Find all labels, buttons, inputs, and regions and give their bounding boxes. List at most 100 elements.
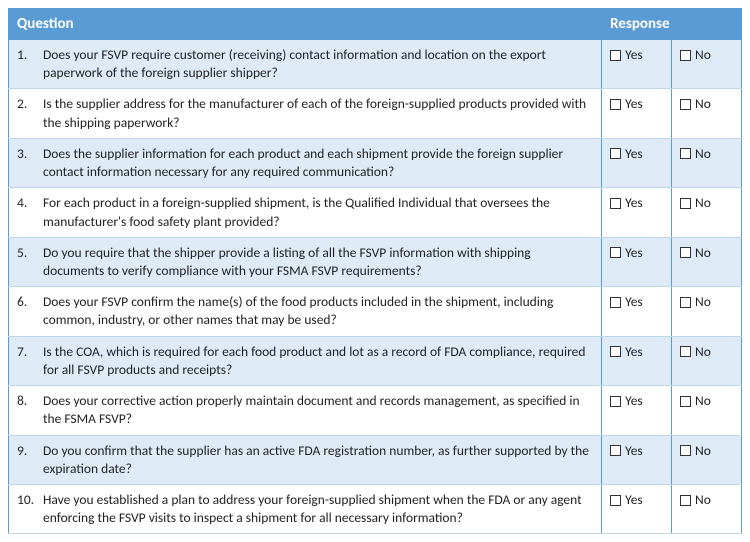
question-number: 5. bbox=[17, 244, 43, 280]
table-row: 1.Does your FSVP require customer (recei… bbox=[9, 40, 742, 89]
yes-checkbox[interactable]: Yes bbox=[610, 343, 643, 361]
question-number: 8. bbox=[17, 392, 43, 428]
yes-checkbox[interactable]: Yes bbox=[610, 145, 643, 163]
fsvp-questionnaire-table: Question Response 1.Does your FSVP requi… bbox=[8, 8, 742, 534]
question-text: Do you require that the shipper provide … bbox=[43, 244, 593, 280]
response-no-cell: No bbox=[672, 484, 742, 533]
no-checkbox[interactable]: No bbox=[680, 194, 711, 212]
no-label: No bbox=[695, 293, 711, 311]
no-label: No bbox=[695, 95, 711, 113]
question-number: 2. bbox=[17, 95, 43, 131]
checkbox-icon bbox=[680, 495, 691, 506]
question-number: 7. bbox=[17, 343, 43, 379]
question-cell: 10.Have you established a plan to addres… bbox=[9, 484, 602, 533]
no-label: No bbox=[695, 491, 711, 509]
response-yes-cell: Yes bbox=[602, 287, 672, 336]
question-number: 6. bbox=[17, 293, 43, 329]
question-number: 9. bbox=[17, 442, 43, 478]
question-text: Is the supplier address for the manufact… bbox=[43, 95, 593, 131]
question-number: 10. bbox=[17, 491, 43, 527]
question-text: Have you established a plan to address y… bbox=[43, 491, 593, 527]
question-number: 4. bbox=[17, 194, 43, 230]
yes-label: Yes bbox=[625, 244, 643, 262]
response-yes-cell: Yes bbox=[602, 435, 672, 484]
question-text: Does your FSVP require customer (receivi… bbox=[43, 46, 593, 82]
yes-checkbox[interactable]: Yes bbox=[610, 491, 643, 509]
table-row: 10.Have you established a plan to addres… bbox=[9, 484, 742, 533]
question-cell: 1.Does your FSVP require customer (recei… bbox=[9, 40, 602, 89]
table-row: 9.Do you confirm that the supplier has a… bbox=[9, 435, 742, 484]
response-yes-cell: Yes bbox=[602, 188, 672, 237]
checkbox-icon bbox=[680, 50, 691, 61]
table-row: 8.Does your corrective action properly m… bbox=[9, 386, 742, 435]
no-checkbox[interactable]: No bbox=[680, 95, 711, 113]
question-text: Does the supplier information for each p… bbox=[43, 145, 593, 181]
checkbox-icon bbox=[680, 99, 691, 110]
table-header-row: Question Response bbox=[9, 9, 742, 40]
yes-label: Yes bbox=[625, 392, 643, 410]
response-yes-cell: Yes bbox=[602, 237, 672, 286]
response-yes-cell: Yes bbox=[602, 138, 672, 187]
no-checkbox[interactable]: No bbox=[680, 244, 711, 262]
no-checkbox[interactable]: No bbox=[680, 293, 711, 311]
response-no-cell: No bbox=[672, 40, 742, 89]
question-cell: 6.Does your FSVP confirm the name(s) of … bbox=[9, 287, 602, 336]
no-checkbox[interactable]: No bbox=[680, 145, 711, 163]
checkbox-icon bbox=[610, 99, 621, 110]
table-row: 4.For each product in a foreign-supplied… bbox=[9, 188, 742, 237]
response-yes-cell: Yes bbox=[602, 336, 672, 385]
response-no-cell: No bbox=[672, 287, 742, 336]
no-checkbox[interactable]: No bbox=[680, 491, 711, 509]
response-no-cell: No bbox=[672, 237, 742, 286]
no-label: No bbox=[695, 343, 711, 361]
no-label: No bbox=[695, 46, 711, 64]
response-no-cell: No bbox=[672, 188, 742, 237]
checkbox-icon bbox=[610, 148, 621, 159]
question-cell: 7.Is the COA, which is required for each… bbox=[9, 336, 602, 385]
checkbox-icon bbox=[610, 396, 621, 407]
question-cell: 2.Is the supplier address for the manufa… bbox=[9, 89, 602, 138]
response-no-cell: No bbox=[672, 435, 742, 484]
checkbox-icon bbox=[680, 297, 691, 308]
yes-checkbox[interactable]: Yes bbox=[610, 194, 643, 212]
question-cell: 3.Does the supplier information for each… bbox=[9, 138, 602, 187]
question-text: Do you confirm that the supplier has an … bbox=[43, 442, 593, 478]
question-cell: 5.Do you require that the shipper provid… bbox=[9, 237, 602, 286]
yes-checkbox[interactable]: Yes bbox=[610, 244, 643, 262]
yes-checkbox[interactable]: Yes bbox=[610, 46, 643, 64]
question-cell: 4.For each product in a foreign-supplied… bbox=[9, 188, 602, 237]
response-yes-cell: Yes bbox=[602, 484, 672, 533]
no-checkbox[interactable]: No bbox=[680, 343, 711, 361]
no-label: No bbox=[695, 392, 711, 410]
response-no-cell: No bbox=[672, 336, 742, 385]
yes-checkbox[interactable]: Yes bbox=[610, 293, 643, 311]
no-checkbox[interactable]: No bbox=[680, 392, 711, 410]
no-checkbox[interactable]: No bbox=[680, 442, 711, 460]
yes-checkbox[interactable]: Yes bbox=[610, 95, 643, 113]
table-row: 6.Does your FSVP confirm the name(s) of … bbox=[9, 287, 742, 336]
yes-checkbox[interactable]: Yes bbox=[610, 392, 643, 410]
table-row: 3.Does the supplier information for each… bbox=[9, 138, 742, 187]
question-text: Does your FSVP confirm the name(s) of th… bbox=[43, 293, 593, 329]
yes-label: Yes bbox=[625, 194, 643, 212]
no-checkbox[interactable]: No bbox=[680, 46, 711, 64]
question-text: Does your corrective action properly mai… bbox=[43, 392, 593, 428]
no-label: No bbox=[695, 244, 711, 262]
yes-label: Yes bbox=[625, 442, 643, 460]
checkbox-icon bbox=[610, 445, 621, 456]
response-yes-cell: Yes bbox=[602, 40, 672, 89]
no-label: No bbox=[695, 145, 711, 163]
yes-label: Yes bbox=[625, 491, 643, 509]
yes-label: Yes bbox=[625, 343, 643, 361]
checkbox-icon bbox=[610, 495, 621, 506]
checkbox-icon bbox=[680, 445, 691, 456]
question-number: 1. bbox=[17, 46, 43, 82]
question-text: Is the COA, which is required for each f… bbox=[43, 343, 593, 379]
response-no-cell: No bbox=[672, 138, 742, 187]
table-row: 5.Do you require that the shipper provid… bbox=[9, 237, 742, 286]
header-response: Response bbox=[602, 9, 742, 40]
response-yes-cell: Yes bbox=[602, 386, 672, 435]
question-text: For each product in a foreign-supplied s… bbox=[43, 194, 593, 230]
yes-checkbox[interactable]: Yes bbox=[610, 442, 643, 460]
table-row: 7.Is the COA, which is required for each… bbox=[9, 336, 742, 385]
